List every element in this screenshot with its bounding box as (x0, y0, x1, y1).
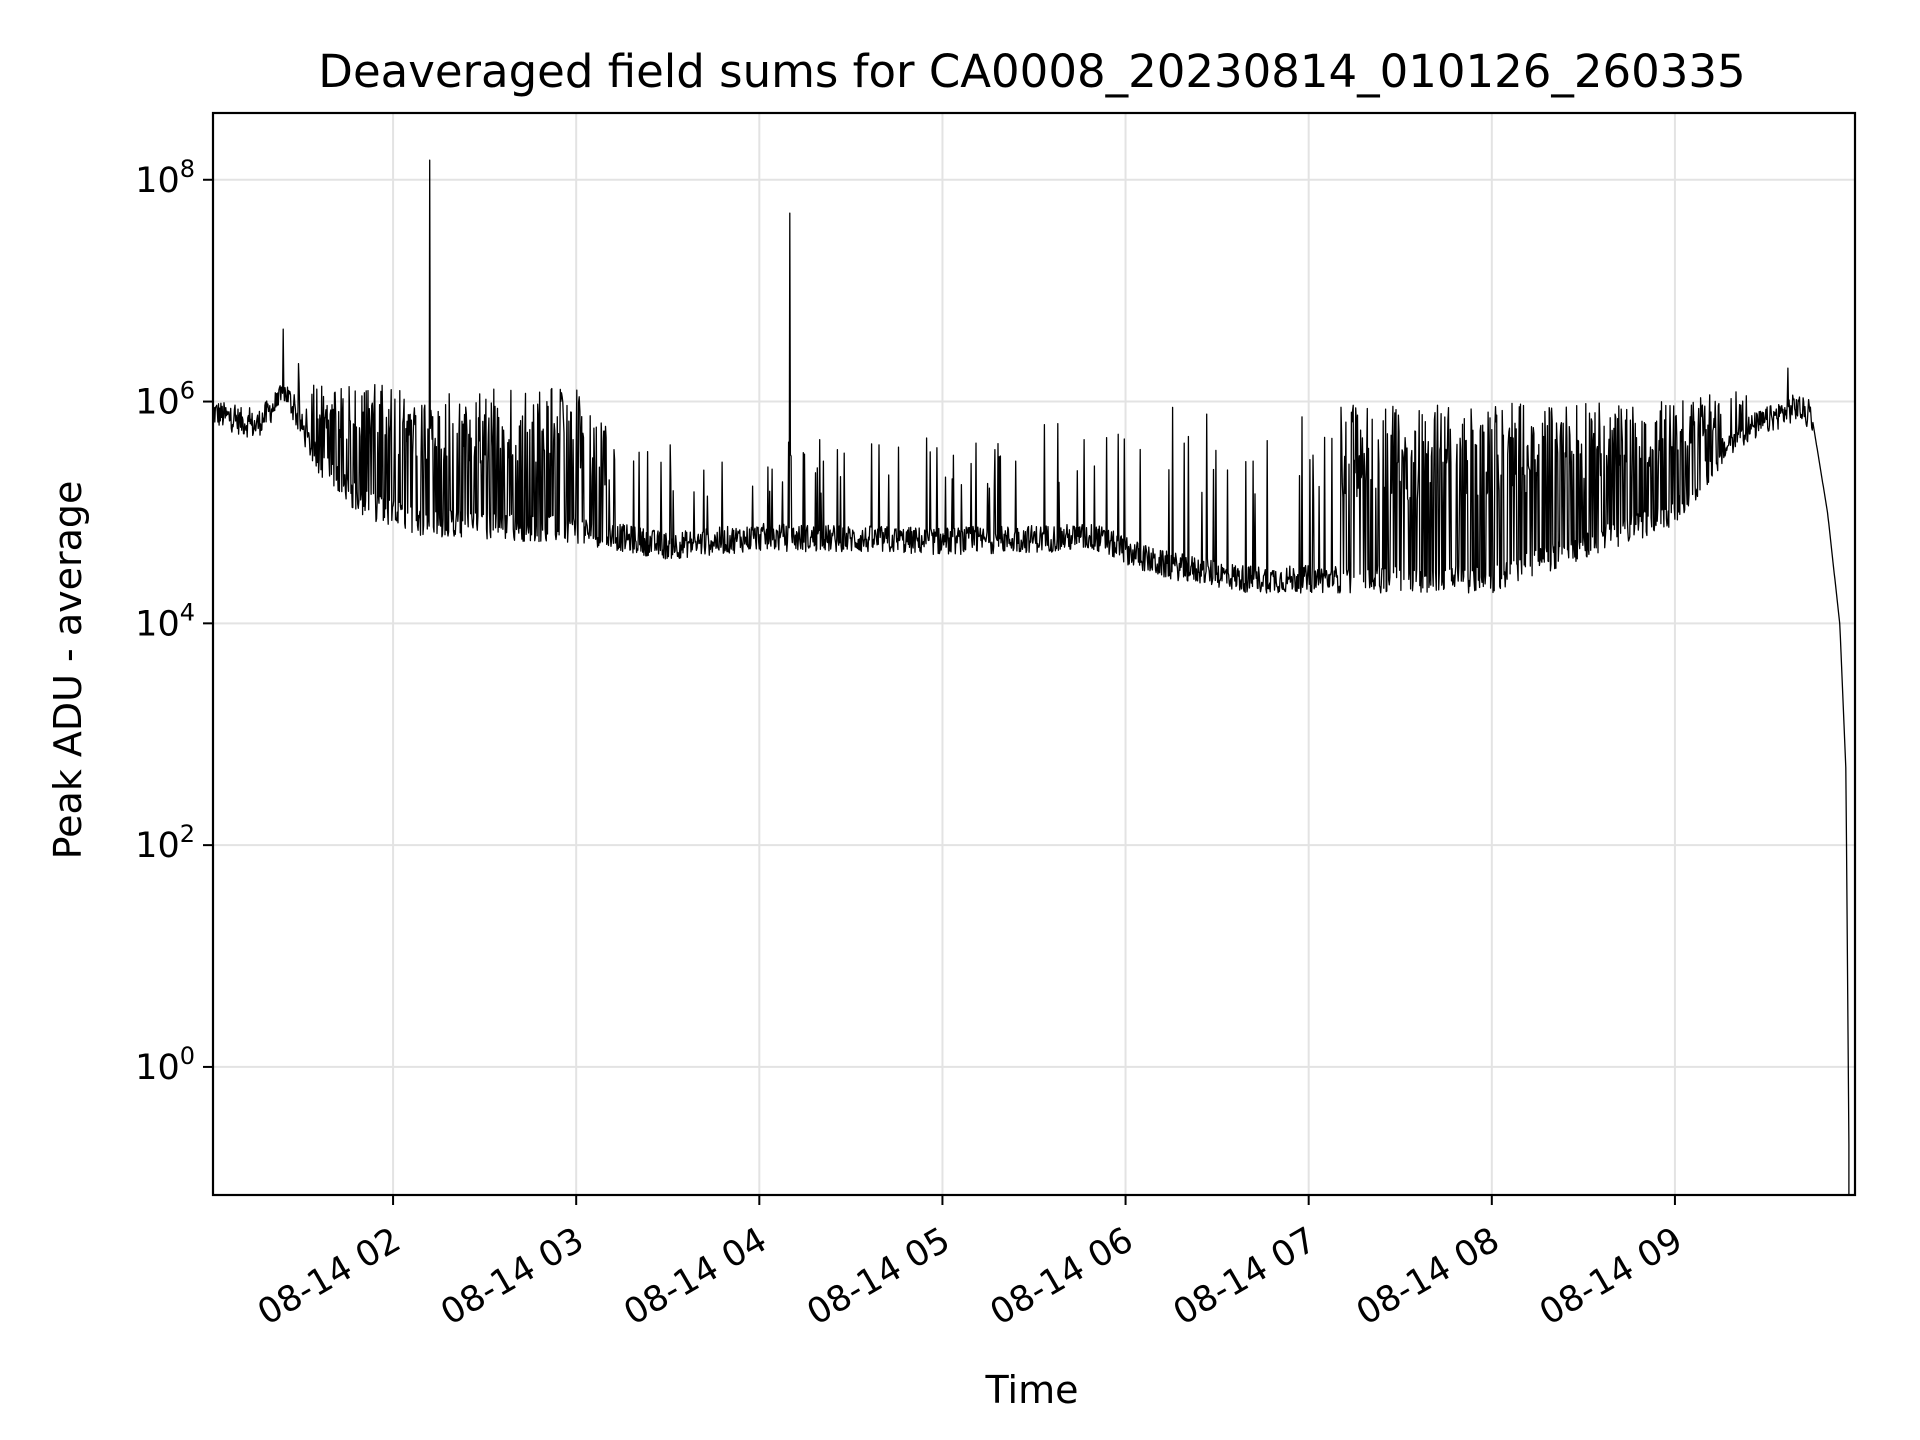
series-group (213, 159, 1850, 1195)
chart-title: Deaveraged field sums for CA0008_2023081… (318, 45, 1745, 98)
plot-frame (211, 111, 1857, 1197)
y-tick-label: 104 (135, 598, 195, 644)
y-tick-label: 106 (135, 377, 195, 423)
y-axis-label: Peak ADU - average (46, 481, 90, 860)
y-tick-label: 100 (135, 1042, 195, 1088)
y-tick-label: 102 (135, 820, 195, 866)
y-tick-label: 108 (135, 155, 195, 201)
y-axis: 100 102 104 106 108 (135, 155, 213, 1088)
x-axis-label: Time (985, 1368, 1079, 1412)
series-line (213, 159, 1850, 1195)
grid-lines (213, 113, 1855, 1195)
